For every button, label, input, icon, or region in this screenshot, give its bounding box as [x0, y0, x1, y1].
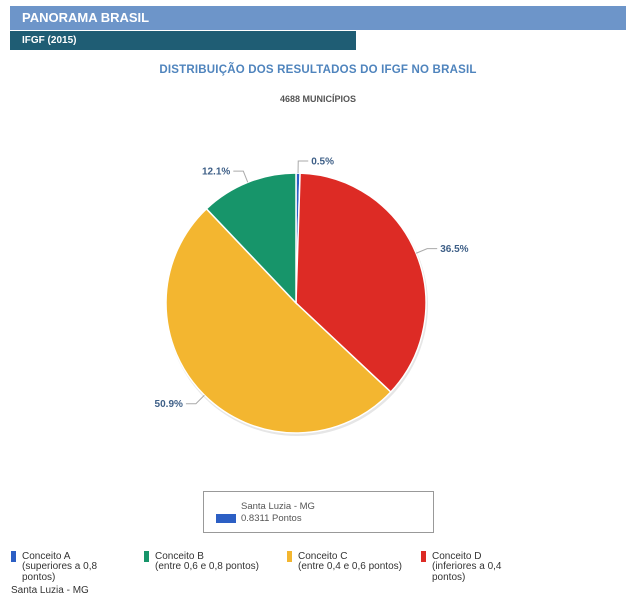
legend-swatch — [287, 551, 292, 562]
legend-description: (inferiores a 0,4 pontos) — [432, 561, 502, 583]
tooltip-swatch — [216, 514, 236, 523]
pie-data-label: 50.9% — [155, 399, 183, 410]
panel-subtitle: IFGF (2015) — [22, 35, 77, 46]
legend-swatch — [421, 551, 426, 562]
pie-slice-conceito-c[interactable] — [165, 207, 392, 434]
chart-subtitle: 4688 MUNICÍPIOS — [279, 94, 357, 104]
tooltip-value: 0.8311 Pontos — [241, 513, 302, 524]
legend-label: Conceito D — [432, 551, 482, 562]
legend-label: Conceito B — [155, 551, 204, 562]
pie-data-label: 12.1% — [202, 167, 230, 178]
panel-subheader: IFGF (2015) — [10, 31, 356, 50]
pie-data-label: 36.5% — [440, 244, 468, 255]
legend-description: (superiores a 0,8 pontos) — [22, 561, 98, 583]
legend-description: (entre 0,6 e 0,8 pontos) — [155, 561, 259, 572]
pie-slice-conceito-b[interactable] — [205, 172, 297, 305]
pie-label-connector — [185, 394, 205, 405]
panel-title: PANORAMA BRASIL — [22, 10, 150, 25]
pie-label-connector — [233, 170, 249, 183]
chart-title: DISTRIBUIÇÃO DOS RESULTADOS DO IFGF NO B… — [159, 64, 477, 76]
pie-label-connector — [415, 248, 438, 254]
legend-description: (entre 0,4 e 0,6 pontos) — [298, 561, 402, 572]
pie-data-label: 0.5% — [311, 157, 334, 168]
pie-label-connector — [297, 160, 309, 174]
tooltip-name: Santa Luzia - MG — [241, 501, 315, 512]
legend-label: Conceito C — [298, 551, 348, 562]
panel-header: PANORAMA BRASIL — [10, 6, 626, 30]
tooltip: Santa Luzia - MG 0.8311 Pontos — [203, 491, 434, 533]
legend-extra-label: Santa Luzia - MG — [11, 585, 89, 596]
legend-swatch — [144, 551, 149, 562]
legend-label: Conceito A — [22, 551, 71, 562]
legend-swatch — [11, 551, 16, 562]
